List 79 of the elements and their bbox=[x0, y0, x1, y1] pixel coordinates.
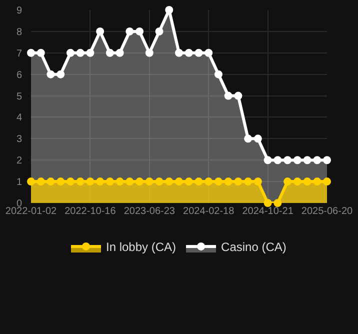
point bbox=[126, 178, 134, 186]
point bbox=[56, 178, 65, 186]
point bbox=[293, 156, 302, 164]
x-tick-label: 2024-10-21 bbox=[242, 206, 294, 217]
x-tick-label: 2022-01-02 bbox=[5, 206, 58, 217]
point bbox=[66, 178, 74, 186]
point bbox=[165, 178, 174, 186]
point bbox=[194, 48, 203, 57]
point bbox=[264, 199, 272, 207]
point bbox=[126, 27, 134, 36]
point bbox=[244, 178, 252, 186]
point bbox=[214, 178, 222, 186]
point bbox=[184, 48, 193, 57]
y-tick-label: 2 bbox=[16, 156, 22, 167]
point bbox=[313, 178, 322, 186]
point bbox=[224, 178, 232, 186]
point bbox=[284, 178, 292, 186]
point bbox=[56, 70, 65, 78]
point bbox=[204, 178, 213, 186]
x-tick-label: 2022-10-16 bbox=[64, 206, 116, 217]
point bbox=[136, 27, 144, 36]
point bbox=[323, 156, 331, 164]
point bbox=[165, 6, 174, 14]
point bbox=[214, 70, 222, 78]
point bbox=[46, 70, 55, 78]
point bbox=[284, 156, 292, 164]
point bbox=[194, 178, 203, 186]
y-tick-label: 9 bbox=[16, 6, 22, 16]
y-tick-label: 1 bbox=[16, 177, 22, 188]
point bbox=[303, 178, 312, 186]
point bbox=[76, 178, 84, 186]
y-tick-label: 7 bbox=[16, 48, 22, 60]
point bbox=[86, 48, 94, 57]
point bbox=[234, 178, 242, 186]
point bbox=[106, 178, 114, 186]
point bbox=[76, 48, 84, 57]
y-tick-label: 4 bbox=[16, 112, 22, 124]
point bbox=[313, 156, 322, 164]
point bbox=[96, 178, 104, 186]
point bbox=[224, 92, 232, 100]
legend-label: In lobby (CA) bbox=[106, 240, 176, 254]
point bbox=[116, 178, 124, 186]
y-tick-label: 8 bbox=[16, 26, 22, 38]
y-tick-label: 3 bbox=[16, 134, 22, 146]
point bbox=[106, 48, 114, 57]
x-tick-label: 2024-02-18 bbox=[183, 206, 235, 217]
point bbox=[274, 156, 282, 164]
point bbox=[66, 48, 74, 57]
point bbox=[244, 134, 252, 143]
point bbox=[27, 178, 35, 186]
point bbox=[36, 48, 45, 57]
point bbox=[136, 178, 144, 186]
point bbox=[323, 178, 331, 186]
point bbox=[116, 48, 124, 57]
point bbox=[96, 27, 104, 36]
point bbox=[86, 178, 94, 186]
point bbox=[155, 178, 164, 186]
point bbox=[145, 178, 154, 186]
point bbox=[254, 178, 262, 186]
point bbox=[234, 92, 242, 100]
point bbox=[264, 156, 272, 164]
point bbox=[303, 156, 312, 164]
legend-label: Casino (CA) bbox=[221, 240, 286, 254]
point bbox=[184, 178, 193, 186]
point bbox=[145, 48, 154, 57]
x-tick-label: 2023-06-23 bbox=[124, 206, 176, 217]
y-tick-label: 5 bbox=[16, 91, 22, 102]
point bbox=[155, 27, 164, 36]
y-tick-label: 6 bbox=[16, 70, 22, 81]
point bbox=[27, 48, 35, 57]
point bbox=[46, 178, 55, 186]
point bbox=[254, 134, 262, 143]
point bbox=[36, 178, 45, 186]
point bbox=[204, 48, 213, 57]
point bbox=[274, 199, 282, 207]
point bbox=[175, 178, 183, 186]
point bbox=[175, 48, 183, 57]
x-tick-label: 2025-06-20 bbox=[301, 206, 354, 217]
point bbox=[293, 178, 302, 186]
